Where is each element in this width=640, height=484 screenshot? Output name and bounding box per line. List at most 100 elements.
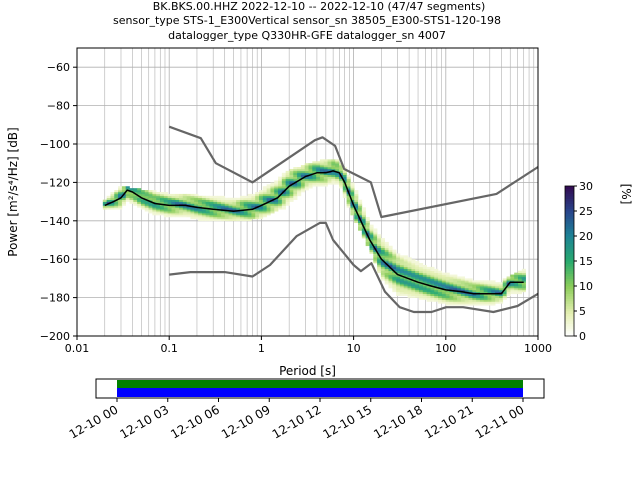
psd-cell: [358, 199, 363, 202]
psd-cell: [190, 199, 195, 202]
psd-cell: [411, 282, 416, 285]
psd-cell: [358, 211, 363, 214]
psd-cell: [510, 280, 515, 283]
psd-cell: [300, 178, 306, 181]
psd-cell: [316, 182, 321, 185]
psd-cell: [495, 289, 500, 293]
psd-cell: [426, 266, 431, 270]
psd-cell: [434, 278, 439, 281]
psd-cell: [323, 159, 328, 162]
psd-cell: [407, 264, 412, 268]
psd-cell: [118, 201, 123, 204]
psd-cell: [392, 253, 397, 256]
psd-cell: [407, 280, 412, 283]
psd-cell: [148, 193, 153, 197]
psd-cell: [396, 259, 401, 262]
psd-cell: [438, 276, 443, 279]
psd-cell: [403, 261, 408, 264]
colorbar-swatch: [565, 198, 574, 202]
psd-cell: [384, 241, 389, 245]
psd-cell: [342, 193, 347, 197]
psd-cell: [293, 184, 298, 187]
colorbar-swatch: [565, 211, 574, 214]
psd-cell: [361, 207, 366, 210]
psd-cell: [350, 184, 355, 187]
psd-cell: [114, 197, 119, 200]
psd-cell: [438, 299, 443, 302]
psd-cell: [415, 282, 420, 285]
psd-cell: [247, 207, 252, 210]
psd-cell: [190, 193, 195, 197]
psd-cell: [179, 213, 184, 216]
psd-cell: [388, 280, 393, 283]
psd-cell: [289, 188, 294, 191]
psd-cell: [281, 195, 286, 199]
psd-cell: [479, 288, 485, 291]
psd-cell: [441, 289, 446, 293]
psd-cell: [239, 203, 245, 206]
time-tick-label: 12-10 03: [118, 402, 172, 441]
psd-cell: [422, 268, 427, 272]
psd-cell: [247, 195, 252, 199]
psd-cell: [243, 203, 248, 206]
psd-cell: [274, 209, 279, 212]
psd-cell: [399, 270, 405, 273]
psd-cell: [156, 197, 161, 200]
psd-cell: [445, 286, 450, 289]
psd-cell: [300, 172, 306, 176]
psd-cell: [281, 184, 286, 187]
colorbar-swatch: [565, 213, 574, 217]
psd-cell: [201, 209, 206, 212]
psd-cell: [213, 203, 218, 206]
psd-cell: [255, 209, 260, 212]
psd-cell: [239, 218, 245, 222]
y-tick-label: −60: [47, 61, 70, 74]
psd-cell: [418, 297, 424, 300]
psd-cell: [179, 201, 184, 204]
psd-cell: [327, 174, 332, 177]
psd-cell: [163, 199, 168, 202]
psd-cell: [510, 291, 515, 295]
plot-frame: [76, 47, 539, 337]
psd-cell: [487, 286, 492, 289]
psd-cell: [495, 299, 500, 302]
psd-cell: [140, 195, 146, 199]
psd-cell: [186, 213, 191, 216]
psd-cell: [396, 268, 401, 272]
psd-cell: [407, 295, 412, 298]
psd-cell: [498, 293, 504, 296]
psd-cell: [426, 289, 431, 293]
psd-cell: [418, 284, 424, 287]
psd-cell: [365, 222, 370, 225]
psd-cell: [373, 261, 378, 264]
psd-cell: [182, 205, 187, 208]
psd-cell: [236, 201, 241, 204]
psd-cell: [403, 289, 408, 293]
psd-cell: [491, 295, 496, 298]
psd-cell: [388, 251, 393, 254]
psd-cell: [190, 211, 195, 214]
psd-cell: [392, 286, 397, 289]
psd-cell: [377, 243, 382, 247]
colorbar-swatch: [565, 328, 574, 332]
psd-cell: [479, 297, 485, 300]
psd-cell: [384, 245, 389, 248]
psd-cell: [384, 247, 389, 250]
psd-cell: [213, 195, 218, 199]
psd-cell: [171, 203, 176, 206]
psd-cell: [411, 276, 416, 279]
psd-cell: [422, 272, 427, 275]
psd-cell: [384, 266, 389, 270]
psd-cell: [167, 207, 172, 210]
psd-cell: [289, 174, 294, 177]
psd-cell: [426, 280, 431, 283]
psd-cell: [518, 274, 523, 277]
psd-cell: [198, 199, 203, 202]
psd-cell: [453, 293, 458, 296]
psd-cell: [468, 299, 473, 302]
psd-cell: [350, 195, 355, 199]
psd-cell: [418, 276, 424, 279]
psd-cell: [316, 165, 321, 168]
psd-cell: [137, 193, 142, 197]
psd-cell: [159, 195, 165, 199]
